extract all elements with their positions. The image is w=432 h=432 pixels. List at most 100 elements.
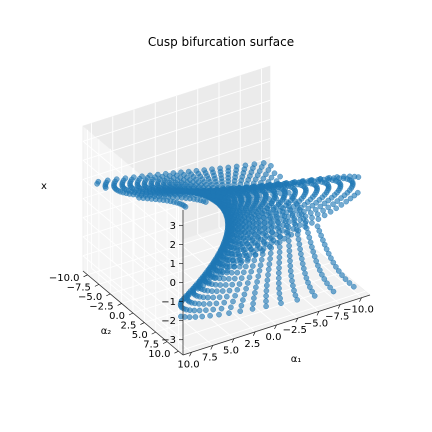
data-point: [244, 280, 251, 286]
grid-line: [82, 179, 184, 264]
data-point: [314, 211, 321, 217]
data-point: [263, 282, 270, 289]
data-point: [275, 215, 281, 222]
data-point: [263, 287, 270, 294]
data-point: [268, 162, 274, 169]
data-point: [310, 248, 317, 255]
data-point: [291, 287, 297, 294]
y-tick-mark: [151, 331, 156, 335]
data-point: [264, 277, 271, 284]
data-point: [315, 216, 322, 222]
y-tick-label: 0.0: [109, 311, 125, 322]
data-point: [295, 236, 302, 243]
x-tick-mark: [274, 324, 277, 330]
data-point: [248, 268, 254, 275]
data-point: [195, 285, 201, 292]
data-point: [268, 174, 275, 181]
data-point: [251, 257, 258, 264]
data-point: [222, 282, 229, 288]
x-axis-label: α₁: [291, 354, 302, 365]
data-point: [303, 218, 309, 225]
data-point: [246, 274, 253, 281]
data-point: [218, 305, 225, 312]
data-point: [316, 267, 323, 274]
data-point: [202, 199, 209, 205]
data-point: [334, 174, 340, 180]
data-point: [218, 271, 224, 278]
data-point: [289, 210, 296, 217]
data-point: [298, 255, 305, 262]
data-point: [294, 207, 300, 214]
data-point: [185, 292, 192, 298]
data-point: [206, 300, 213, 307]
chart-title: Cusp bifurcation surface: [148, 35, 294, 49]
data-point: [321, 212, 328, 219]
data-point: [270, 218, 277, 225]
data-point: [200, 282, 206, 289]
data-point: [250, 187, 257, 193]
data-point: [275, 270, 282, 276]
data-point: [296, 179, 303, 186]
data-point: [219, 288, 226, 294]
z-tick-label: 1: [170, 259, 176, 270]
data-point: [286, 218, 292, 225]
data-point: [210, 306, 216, 313]
data-point: [275, 275, 282, 282]
data-point: [245, 256, 251, 262]
data-point: [238, 302, 245, 309]
data-point: [240, 269, 247, 276]
data-point: [289, 277, 295, 284]
data-point: [258, 256, 265, 263]
data-point: [307, 177, 314, 184]
data-point: [257, 262, 264, 269]
data-point: [178, 297, 185, 304]
data-point: [290, 226, 297, 232]
data-point: [300, 265, 307, 272]
data-point: [276, 265, 282, 271]
data-point: [275, 280, 282, 287]
data-point: [249, 263, 256, 269]
data-point: [225, 190, 232, 196]
data-point: [343, 198, 350, 205]
data-point: [229, 281, 235, 288]
surface-points: [94, 160, 362, 320]
data-point: [338, 195, 344, 201]
data-point: [327, 208, 334, 215]
y-tick-mark: [94, 284, 100, 287]
data-point: [266, 243, 273, 250]
x-tick-label: 5.0: [223, 346, 239, 357]
data-point: [205, 278, 212, 285]
data-point: [320, 207, 326, 214]
x-tick-label: −10.0: [343, 305, 374, 316]
data-point: [267, 250, 274, 257]
data-point: [311, 253, 318, 260]
data-point: [321, 276, 328, 282]
y-tick-label: 10.0: [148, 349, 170, 360]
data-point: [254, 278, 260, 285]
x-tick-label: −2.5: [283, 325, 307, 336]
data-point: [302, 223, 309, 230]
data-point: [213, 300, 220, 307]
data-point: [203, 307, 209, 314]
data-point: [333, 205, 340, 212]
x-tick-mark: [337, 304, 341, 309]
y-tick-label: −5.0: [78, 292, 102, 303]
data-point: [285, 213, 292, 220]
z-tick-label: 3: [170, 221, 176, 232]
data-point: [276, 285, 282, 292]
data-point: [249, 306, 256, 312]
z-tick-label: 2: [170, 240, 176, 251]
y-tick-label: −7.5: [67, 282, 91, 293]
data-point: [327, 284, 333, 291]
data-point: [245, 187, 251, 193]
data-point: [350, 283, 357, 290]
data-point: [296, 222, 303, 228]
data-point: [276, 249, 283, 255]
data-point: [321, 200, 328, 207]
data-point: [307, 239, 314, 246]
data-point: [192, 314, 199, 320]
data-point: [228, 304, 234, 311]
data-point: [213, 288, 220, 295]
data-point: [287, 258, 293, 264]
x-axis-ticks: −10.0−7.5−5.0−2.50.0 2.5 5.0 7.510.0: [177, 297, 374, 370]
